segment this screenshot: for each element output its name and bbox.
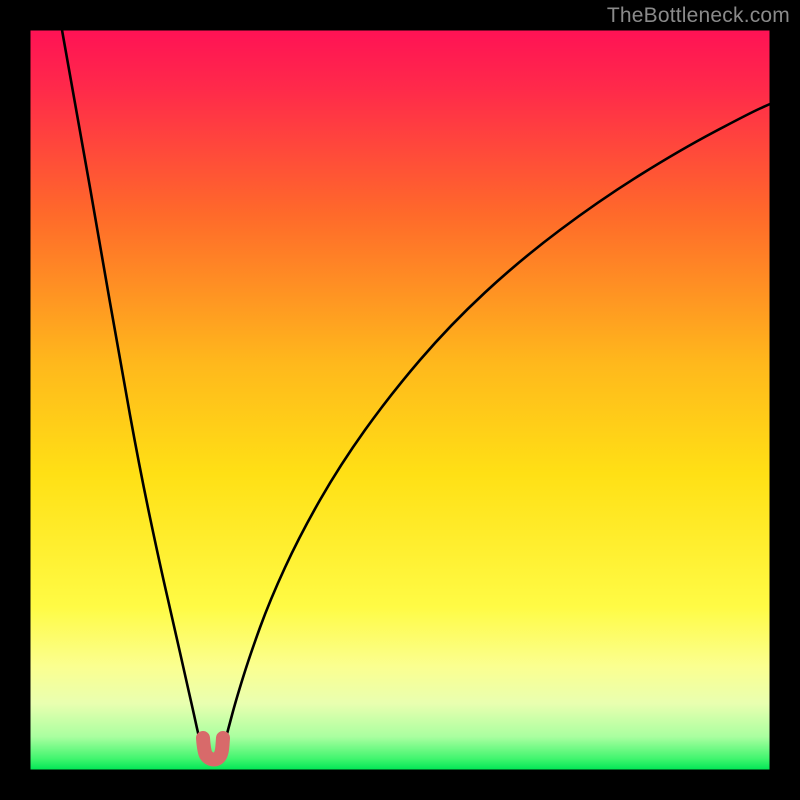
chart-svg — [0, 0, 800, 800]
watermark-text: TheBottleneck.com — [607, 4, 790, 28]
plot-gradient-background — [30, 30, 770, 770]
chart-stage: TheBottleneck.com — [0, 0, 800, 800]
